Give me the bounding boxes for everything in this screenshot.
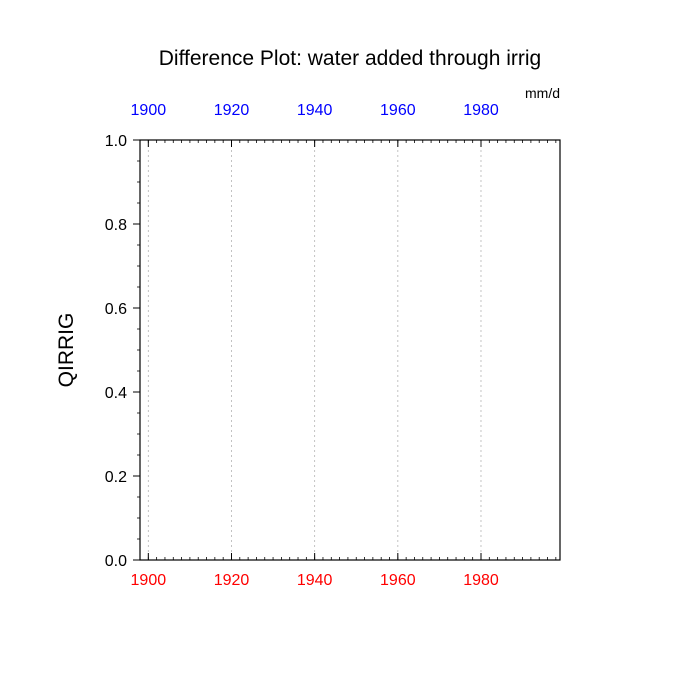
x-tick-label-bottom: 1980	[463, 572, 499, 589]
x-tick-label-bottom: 1940	[297, 572, 333, 589]
units-label: mm/d	[525, 85, 560, 101]
chart-title: Difference Plot: water added through irr…	[159, 47, 542, 70]
x-tick-label-top: 1940	[297, 102, 333, 119]
y-tick-label: 0.0	[105, 553, 127, 570]
axis-ticks	[133, 139, 557, 561]
x-tick-label-bottom: 1960	[380, 572, 416, 589]
y-tick-label: 0.6	[105, 301, 127, 318]
x-tick-label-top: 1980	[463, 102, 499, 119]
y-tick-label: 1.0	[105, 133, 127, 150]
plot-frame	[139, 139, 561, 561]
x-gridlines	[147, 140, 482, 560]
x-tick-label-bottom: 1900	[131, 572, 167, 589]
x-tick-label-top: 1920	[214, 102, 250, 119]
x-tick-label-top: 1900	[131, 102, 167, 119]
x-tick-label-bottom: 1920	[214, 572, 250, 589]
axis-tick-labels: 1900 1900 1920 1920 1940 1940 1960 1960 1980 1980…	[105, 102, 499, 589]
y-tick-label: 0.4	[105, 385, 127, 402]
x-tick-label-top: 1960	[380, 102, 416, 119]
y-axis-label: QIRRIG	[55, 313, 78, 388]
y-tick-label: 0.2	[105, 469, 127, 486]
y-tick-label: 0.8	[105, 217, 127, 234]
